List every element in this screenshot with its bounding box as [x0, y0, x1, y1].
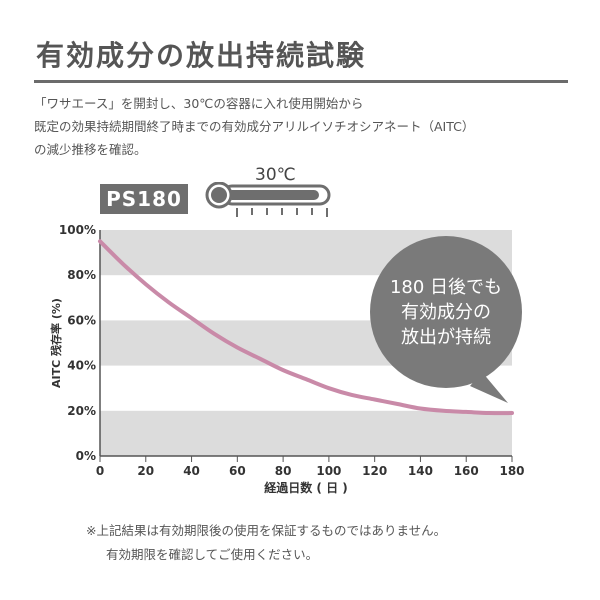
grid-band [100, 410, 512, 456]
title-divider [34, 80, 568, 83]
x-tick-label: 0 [96, 464, 104, 478]
intro-line: 既定の効果持続期間終了時までの有効成分アリルイソチオシアネート（AITC） [34, 119, 475, 134]
note-line: 有効期限を確認してご使用ください。 [106, 547, 319, 562]
x-tick-label: 180 [499, 464, 524, 478]
y-tick-label: 100% [59, 223, 96, 237]
series-line [98, 239, 514, 416]
note-line: ※上記結果は有効期限後の使用を保証するものではありません。 [86, 523, 447, 538]
callout-line: 放出が持続 [401, 327, 491, 348]
y-tick-label: 40% [67, 359, 96, 373]
y-tick-label: 0% [76, 449, 96, 463]
product-tag: PS180 [100, 184, 188, 214]
x-tick-label: 160 [454, 464, 479, 478]
temperature-label: 30℃ [255, 165, 296, 185]
page-title: 有効成分の放出持続試験 [36, 39, 367, 72]
y-tick-label: 20% [67, 404, 96, 418]
intro-line: 「ワサエース」を開封し、30℃の容器に入れ使用開始から [34, 96, 364, 111]
x-tick-label: 120 [362, 464, 387, 478]
intro-line: の減少推移を確認。 [34, 142, 147, 157]
x-tick-label: 100 [316, 464, 341, 478]
callout-bubble: 180 日後でも 有効成分の 放出が持続 [370, 236, 522, 403]
callout-line: 有効成分の [401, 302, 491, 323]
callout-line: 180 日後でも [390, 277, 502, 298]
x-tick-label: 40 [183, 464, 200, 478]
x-tick-label: 80 [275, 464, 292, 478]
y-tick-label: 80% [67, 268, 96, 282]
x-tick-label: 60 [229, 464, 246, 478]
x-tick-label: 140 [408, 464, 433, 478]
x-axis-label: 経過日数 ( 日 ) [264, 480, 348, 495]
thermometer-icon [205, 182, 331, 217]
disclaimer-note: ※上記結果は有効期限後の使用を保証するものではありません。 有効期限を確認してご… [86, 519, 446, 567]
y-tick-label: 60% [67, 313, 96, 327]
x-tick-label: 20 [137, 464, 154, 478]
y-axis-label: AITC 残存率 (%) [49, 298, 63, 388]
intro-text: 「ワサエース」を開封し、30℃の容器に入れ使用開始から 既定の効果持続期間終了時… [34, 92, 584, 161]
